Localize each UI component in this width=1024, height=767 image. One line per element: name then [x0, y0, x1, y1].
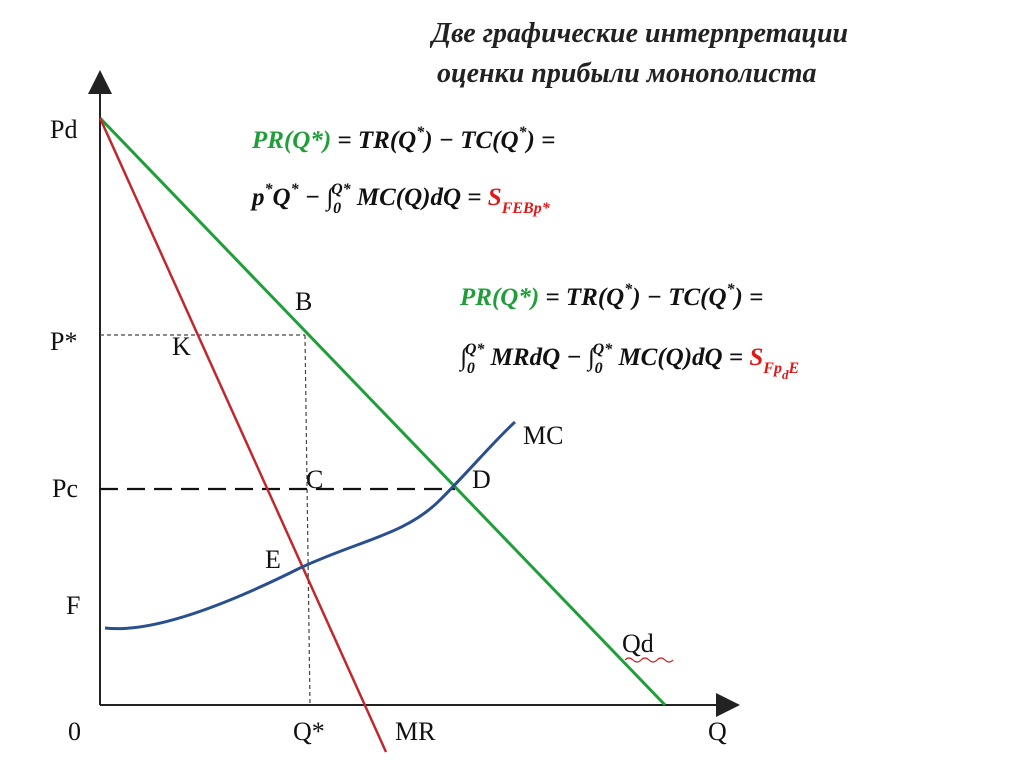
- formula-line: p*Q* − ∫0Q* MC(Q)dQ = SFEBp*: [250, 181, 551, 217]
- formula-part: Q*: [331, 181, 352, 198]
- formula-part: 0: [333, 200, 341, 217]
- formula-part: Q*: [593, 341, 614, 358]
- formula-part: Fp: [762, 360, 782, 377]
- formula-part: PR(Q*): [251, 127, 331, 154]
- origin-label: 0: [68, 717, 81, 746]
- q-star-label: Q*: [293, 717, 325, 746]
- formula-part: ) − TC(Q: [630, 284, 726, 311]
- formula-part: *: [291, 181, 300, 198]
- formula-part: PR(Q*): [459, 284, 539, 311]
- mc-curve: [104, 420, 517, 631]
- formula-part: p: [250, 184, 265, 211]
- formula-part: MRdQ − ∫: [484, 344, 596, 372]
- pc-label: Pc: [52, 474, 78, 503]
- formula-part: − ∫: [299, 184, 336, 212]
- formula-part: = TR(Q: [331, 127, 416, 154]
- formula-part: *: [727, 281, 736, 298]
- formula-part: *: [519, 124, 528, 141]
- pd-label: Pd: [50, 115, 77, 144]
- formula-line: ∫0Q* MRdQ − ∫0Q* MC(Q)dQ = SFpdE: [459, 341, 799, 382]
- point-c: C: [306, 465, 323, 494]
- mc-label: MC: [523, 421, 563, 450]
- formula-part: ) =: [525, 127, 556, 154]
- formula-part: ) =: [733, 284, 764, 311]
- f-label: F: [66, 591, 80, 620]
- q-star-guide: [304, 334, 311, 706]
- formula-part: *: [624, 281, 633, 298]
- point-b: B: [295, 287, 312, 316]
- formula-line: PR(Q*) = TR(Q*) − TC(Q*) =: [459, 281, 763, 311]
- formula-part: S: [749, 344, 763, 371]
- spell-underline: [624, 657, 674, 663]
- formula-part: d: [782, 367, 789, 382]
- formula-part: ) − TC(Q: [422, 127, 518, 154]
- formula-part: MC(Q)dQ =: [351, 184, 488, 211]
- formula-part: FEBp*: [501, 200, 551, 217]
- title-line: Две графические интерпретации: [429, 18, 848, 49]
- formula-part: Q*: [465, 341, 486, 358]
- formula-part: *: [416, 124, 425, 141]
- formula-part: *: [265, 181, 274, 198]
- formula-part: Q: [273, 184, 291, 211]
- mr-label: MR: [395, 717, 436, 746]
- formula-part: E: [787, 360, 799, 377]
- title-line: оценки прибыли монополиста: [437, 58, 817, 89]
- point-e: E: [265, 545, 281, 574]
- formulas: PR(Q*) = TR(Q*) − TC(Q*) =p*Q* − ∫0Q* MC…: [250, 124, 799, 382]
- formula-part: ∫: [459, 344, 469, 372]
- demand-line: [98, 116, 667, 707]
- qd-label: Qd: [622, 629, 654, 658]
- formula-part: S: [488, 184, 502, 211]
- point-d: D: [472, 465, 491, 494]
- p-star-label: P*: [50, 327, 77, 356]
- formula-part: = TR(Q: [539, 284, 624, 311]
- q-label: Q: [708, 717, 727, 746]
- point-k: K: [172, 332, 191, 361]
- formula-part: 0: [595, 360, 603, 377]
- formula-part: 0: [467, 360, 475, 377]
- formula-line: PR(Q*) = TR(Q*) − TC(Q*) =: [251, 124, 555, 154]
- mr-line: [98, 117, 388, 753]
- formula-part: MC(Q)dQ =: [612, 344, 749, 371]
